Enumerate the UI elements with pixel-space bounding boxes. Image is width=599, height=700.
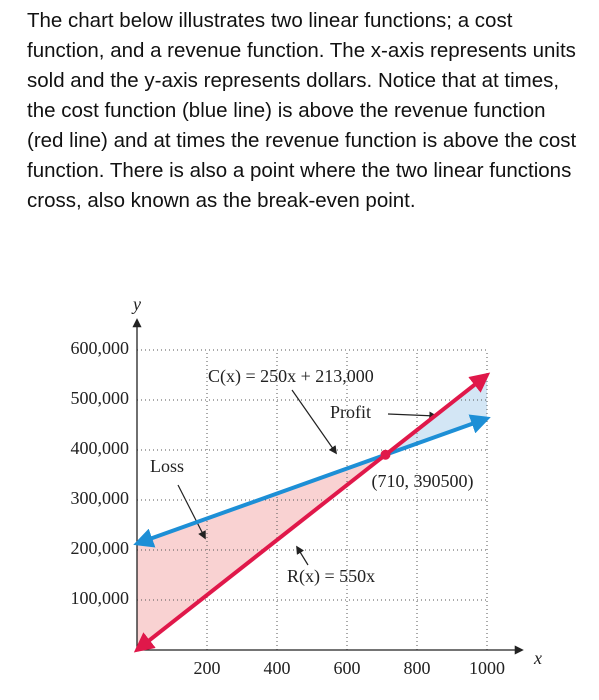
y-tick-label: 600,000	[71, 338, 130, 358]
cost-label: C(x) = 250x + 213,000	[208, 366, 374, 387]
annotation-arrow	[296, 545, 309, 566]
break-even-label: (710, 390500)	[372, 471, 474, 492]
x-axis-label: x	[533, 648, 542, 668]
annotation-arrow	[387, 411, 438, 420]
y-tick-label: 300,000	[71, 488, 130, 508]
y-tick-label: 400,000	[71, 438, 130, 458]
x-tick-label: 1000	[469, 658, 505, 678]
x-tick-label: 600	[334, 658, 361, 678]
x-tick-label: 400	[264, 658, 291, 678]
y-tick-label: 200,000	[71, 538, 130, 558]
series-line	[133, 372, 491, 653]
break-even-point	[380, 449, 391, 460]
loss-label: Loss	[150, 456, 184, 476]
x-tick-label: 800	[404, 658, 431, 678]
y-axis-label: y	[131, 294, 141, 314]
y-tick-label: 100,000	[71, 588, 130, 608]
y-tick-label: 500,000	[71, 388, 130, 408]
profit-label: Profit	[330, 402, 371, 422]
revenue-label: R(x) = 550x	[287, 566, 375, 587]
x-tick-label: 200	[194, 658, 221, 678]
intro-paragraph: The chart below illustrates two linear f…	[27, 9, 577, 212]
chart: 100,000 200,000 300,000 400,000 500,000 600,0…	[71, 294, 543, 678]
